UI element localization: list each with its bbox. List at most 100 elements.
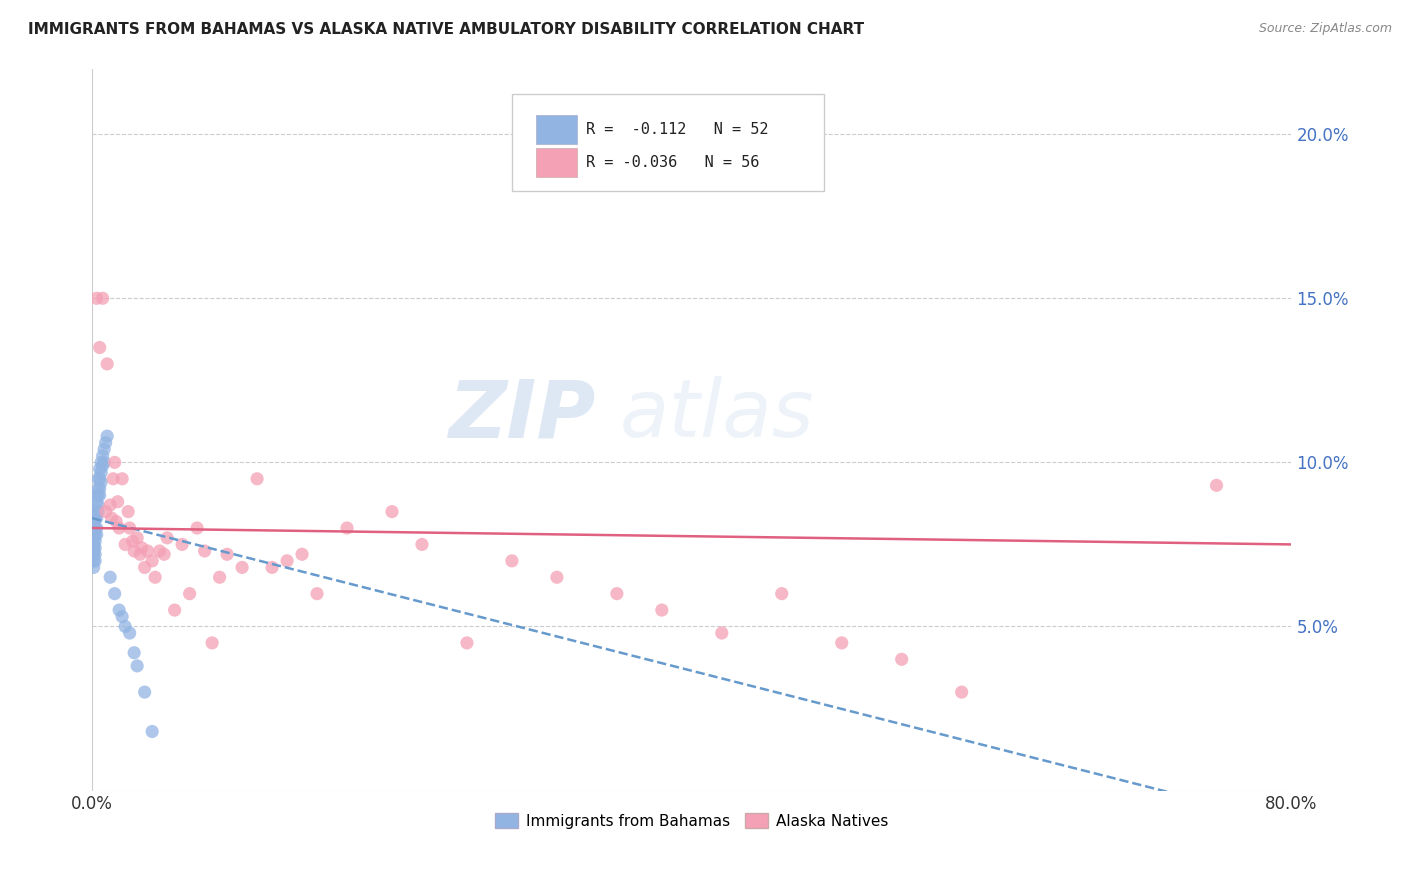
Point — [101, 472, 124, 486]
Point — [291, 547, 314, 561]
Point — [411, 537, 433, 551]
Point — [546, 570, 568, 584]
Point — [94, 435, 117, 450]
Point — [90, 465, 112, 479]
Point — [456, 636, 478, 650]
Point — [87, 505, 110, 519]
Point — [96, 357, 118, 371]
Point — [217, 547, 239, 561]
Point — [1205, 478, 1227, 492]
FancyBboxPatch shape — [536, 115, 576, 145]
Point — [134, 560, 156, 574]
Legend: Immigrants from Bahamas, Alaska Natives: Immigrants from Bahamas, Alaska Natives — [489, 806, 894, 835]
Point — [96, 429, 118, 443]
FancyBboxPatch shape — [512, 94, 824, 191]
Point — [231, 560, 253, 574]
Point — [131, 541, 153, 555]
Point — [86, 505, 108, 519]
Point — [950, 685, 973, 699]
Point — [117, 505, 139, 519]
Point — [163, 603, 186, 617]
Point — [93, 442, 115, 457]
Point — [710, 626, 733, 640]
Point — [108, 521, 131, 535]
Point — [156, 531, 179, 545]
Text: atlas: atlas — [620, 376, 814, 454]
Point — [104, 455, 127, 469]
FancyBboxPatch shape — [536, 148, 576, 177]
Point — [84, 554, 107, 568]
Point — [86, 495, 108, 509]
Point — [114, 619, 136, 633]
Point — [90, 455, 112, 469]
Point — [114, 537, 136, 551]
Point — [194, 544, 217, 558]
Point — [305, 587, 328, 601]
Point — [87, 498, 110, 512]
Point — [84, 505, 107, 519]
Text: IMMIGRANTS FROM BAHAMAS VS ALASKA NATIVE AMBULATORY DISABILITY CORRELATION CHART: IMMIGRANTS FROM BAHAMAS VS ALASKA NATIVE… — [28, 22, 865, 37]
Point — [651, 603, 673, 617]
Point — [276, 554, 298, 568]
Point — [91, 291, 114, 305]
Point — [98, 498, 121, 512]
Point — [90, 475, 112, 489]
Point — [501, 554, 523, 568]
Point — [87, 482, 110, 496]
Point — [143, 570, 166, 584]
Point — [98, 570, 121, 584]
Point — [89, 341, 111, 355]
Point — [127, 531, 149, 545]
Point — [83, 541, 105, 555]
Point — [141, 554, 163, 568]
Point — [91, 449, 114, 463]
Point — [93, 455, 115, 469]
Point — [136, 544, 159, 558]
Point — [107, 495, 129, 509]
Point — [122, 646, 145, 660]
Point — [122, 544, 145, 558]
Point — [172, 537, 194, 551]
Point — [153, 547, 176, 561]
Point — [94, 505, 117, 519]
Point — [83, 515, 105, 529]
Point — [89, 488, 111, 502]
Point — [89, 472, 111, 486]
Point — [108, 603, 131, 617]
Point — [129, 547, 152, 561]
Point — [86, 291, 108, 305]
Point — [86, 521, 108, 535]
Point — [86, 527, 108, 541]
Point — [100, 511, 122, 525]
Point — [84, 534, 107, 549]
Point — [86, 488, 108, 502]
Text: R =  -0.112   N = 52: R = -0.112 N = 52 — [586, 122, 769, 137]
Point — [201, 636, 224, 650]
Point — [87, 488, 110, 502]
Point — [149, 544, 172, 558]
Point — [111, 609, 134, 624]
Point — [89, 462, 111, 476]
Point — [84, 547, 107, 561]
Point — [83, 534, 105, 549]
Point — [118, 626, 141, 640]
Point — [134, 685, 156, 699]
Point — [336, 521, 359, 535]
Point — [186, 521, 208, 535]
Point — [121, 534, 143, 549]
Point — [84, 541, 107, 555]
Point — [111, 472, 134, 486]
Point — [83, 521, 105, 535]
Point — [89, 482, 111, 496]
Text: ZIP: ZIP — [449, 376, 596, 454]
Point — [208, 570, 231, 584]
Point — [87, 472, 110, 486]
Point — [84, 511, 107, 525]
Point — [246, 472, 269, 486]
Point — [84, 521, 107, 535]
Point — [890, 652, 912, 666]
Point — [83, 527, 105, 541]
Point — [381, 505, 404, 519]
Point — [83, 554, 105, 568]
Point — [83, 547, 105, 561]
